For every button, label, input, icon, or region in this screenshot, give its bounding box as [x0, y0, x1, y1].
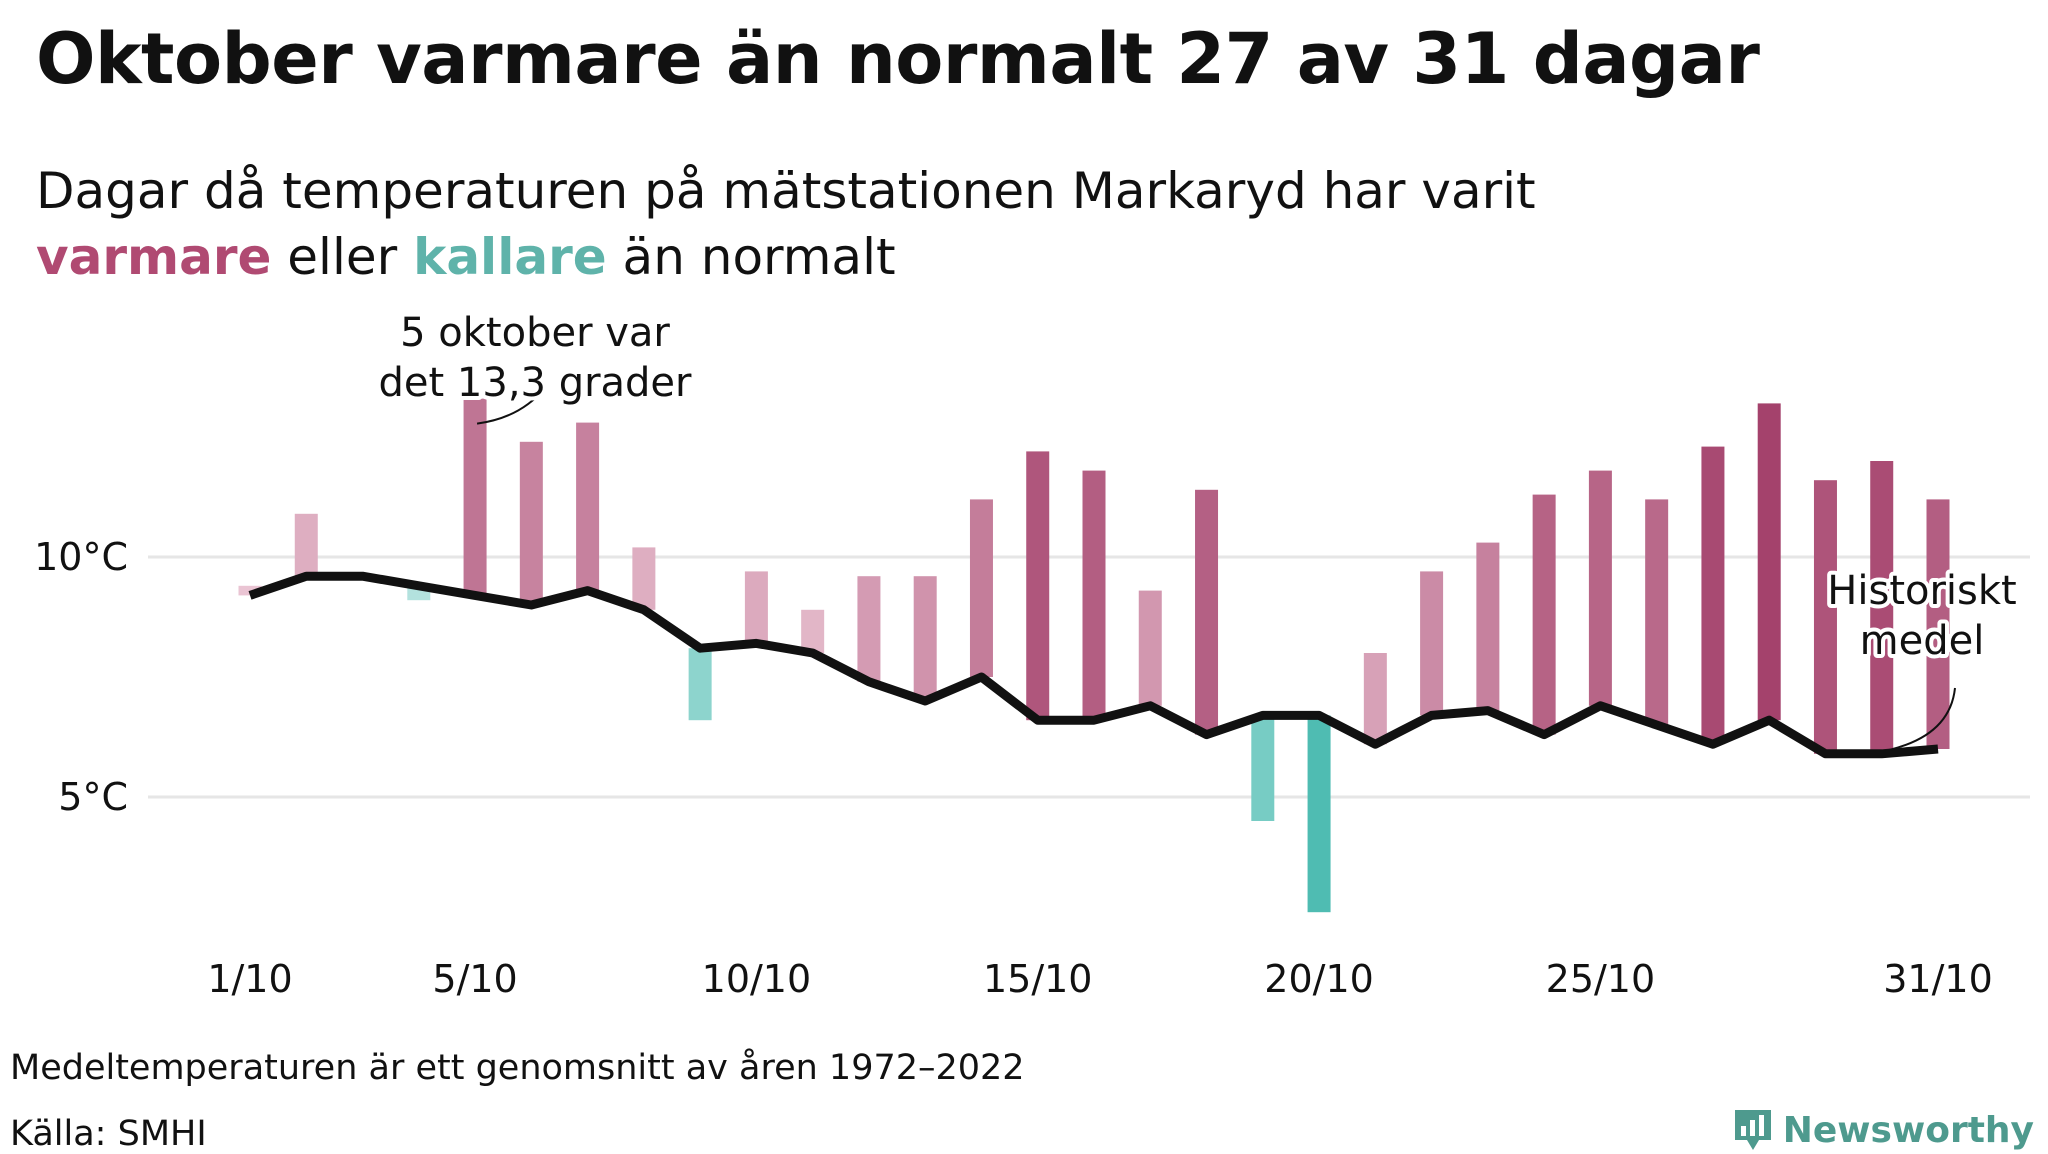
bar-day-30	[1870, 461, 1894, 754]
legend-cold-label: kallare	[413, 228, 607, 286]
newsworthy-logo-icon	[1734, 1110, 1771, 1150]
bar-day-5	[463, 398, 487, 596]
bar-day-7	[576, 422, 600, 591]
x-tick-label: 5/10	[432, 957, 517, 1001]
bar-day-20	[1307, 715, 1331, 913]
bar-day-13	[913, 576, 937, 701]
bar-day-18	[1195, 489, 1219, 735]
annotation-text: medel	[1860, 618, 1985, 664]
annotation-leader-line	[476, 387, 546, 425]
bar-day-15	[1026, 451, 1050, 721]
bar-day-8	[632, 547, 656, 610]
subtitle-middle: eller	[271, 228, 414, 286]
chart-subtitle: Dagar då temperaturen på mätstationen Ma…	[36, 158, 1536, 290]
bar-day-11	[801, 609, 825, 653]
brand-name: Newsworthy	[1782, 1109, 2034, 1151]
bar-day-26	[1645, 499, 1669, 725]
bar-day-6	[519, 441, 543, 605]
mean-line-group	[248, 571, 1939, 759]
footnote-source: Källa: SMHI	[10, 1114, 207, 1154]
annotation-leader-line	[1889, 687, 1956, 751]
subtitle-line-1: Dagar då temperaturen på mätstationen Ma…	[36, 162, 1536, 220]
bar-day-9	[688, 648, 712, 721]
bar-day-1	[238, 585, 262, 596]
y-tick-label: 10°C	[34, 535, 128, 579]
bar-day-28	[1757, 403, 1781, 721]
bar-day-31	[1926, 499, 1950, 749]
subtitle-line-2: varmare eller kallare än normalt	[36, 224, 1536, 290]
deviation-bars	[238, 398, 1950, 913]
bar-day-22	[1420, 571, 1444, 716]
bar-day-24	[1532, 494, 1556, 735]
subtitle-end: än normalt	[606, 228, 896, 286]
bar-day-23	[1476, 542, 1500, 711]
brand-logo: Newsworthy	[1733, 1108, 2034, 1152]
axis-labels: 10°C 5°C 1/10 5/10 10/10 15/10 20/10 25/10 31/10	[34, 535, 1993, 1001]
legend-warm-label: varmare	[36, 228, 272, 286]
y-tick-label: 5°C	[58, 775, 128, 819]
x-tick-label: 10/10	[702, 957, 812, 1001]
bar-day-10	[744, 571, 768, 644]
footnote-note: Medeltemperaturen är ett genomsnitt av å…	[10, 1048, 1025, 1088]
bar-day-27	[1701, 446, 1725, 745]
x-tick-label: 15/10	[983, 957, 1093, 1001]
historical-mean-line	[248, 571, 1939, 759]
bar-day-25	[1588, 470, 1612, 706]
bar-day-2	[294, 513, 318, 577]
bar-day-29	[1813, 480, 1837, 754]
bar-day-21	[1363, 653, 1387, 745]
x-tick-label: 25/10	[1546, 957, 1656, 1001]
chart-title: Oktober varmare än normalt 27 av 31 daga…	[36, 18, 1760, 100]
annotation-text: 5 oktober var	[400, 310, 670, 356]
bar-day-14	[969, 499, 993, 677]
bar-day-16	[1082, 470, 1106, 721]
x-tick-label: 1/10	[207, 957, 292, 1001]
x-tick-label: 20/10	[1264, 957, 1374, 1001]
bar-day-12	[857, 576, 881, 682]
x-tick-label: 31/10	[1883, 957, 1993, 1001]
bar-day-19	[1251, 715, 1275, 821]
annotation-text: Historiskt	[1827, 568, 2016, 614]
bar-day-17	[1138, 590, 1162, 706]
annotation-text: det 13,3 grader	[379, 360, 693, 406]
